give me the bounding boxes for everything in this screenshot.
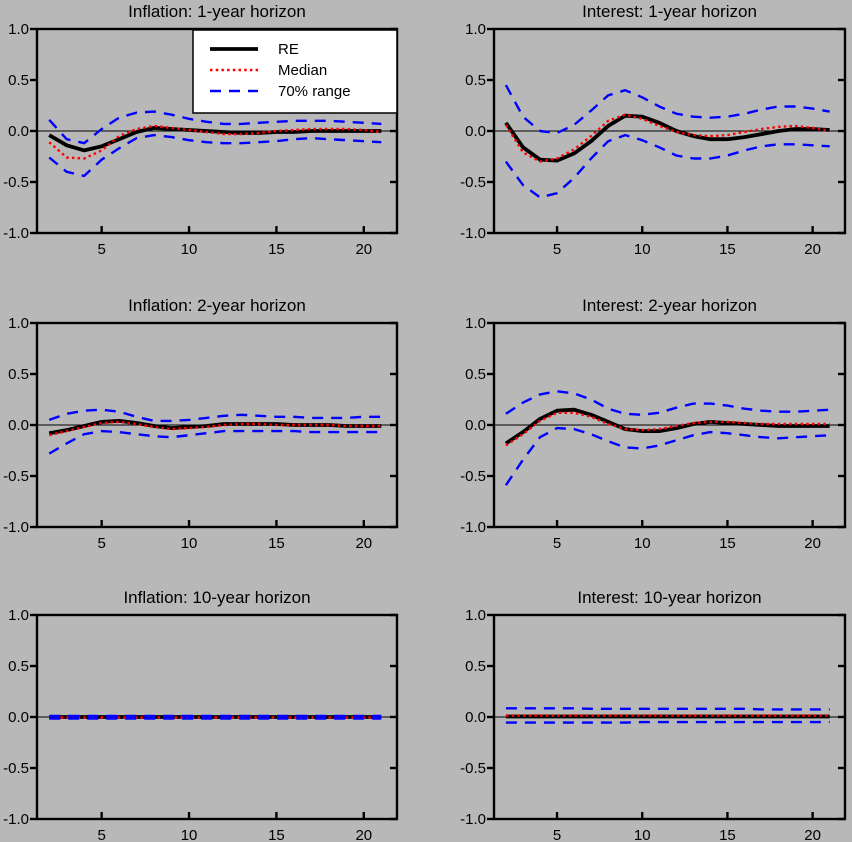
x-tick-label: 15: [719, 241, 736, 258]
series-line-inflation-2yr-2: [48, 408, 382, 423]
x-tick-label: 10: [634, 827, 651, 842]
y-tick-label: 1.0: [8, 315, 29, 332]
y-tick-label: 0.5: [465, 366, 486, 383]
y-tick-label: -0.5: [3, 174, 29, 191]
x-tick-label: 10: [634, 535, 651, 552]
series-line-interest-2yr-1: [505, 411, 830, 447]
subplot-title-inflation-1yr: Inflation: 1-year horizon: [128, 2, 306, 21]
series-line-inflation-1yr-1: [48, 124, 382, 160]
series-line-interest-1yr-3: [504, 133, 830, 199]
x-tick-label: 10: [634, 241, 651, 258]
y-tick-label: 0.0: [8, 123, 29, 140]
subplot-title-interest-2yr: Interest: 2-year horizon: [582, 296, 757, 315]
x-tick-label: 20: [804, 827, 821, 842]
y-tick-label: 0.0: [465, 123, 486, 140]
y-tick-label: -1.0: [460, 225, 486, 242]
x-tick-label: 20: [804, 241, 821, 258]
y-tick-label: 1.0: [465, 315, 486, 332]
x-tick-label: 10: [181, 535, 198, 552]
y-tick-label: 1.0: [465, 21, 486, 38]
x-tick-label: 15: [268, 535, 285, 552]
x-tick-label: 10: [181, 827, 198, 842]
x-tick-label: 15: [719, 827, 736, 842]
subplot-inflation-2yr: Inflation: 2-year horizon 5 10 15 20 1.0 0.5 0.…: [3, 296, 399, 552]
x-tick-label: 20: [355, 535, 372, 552]
series-line-interest-2yr-3: [504, 426, 830, 486]
series-line-interest-10yr-2: [505, 707, 830, 711]
series-line-interest-1yr-2: [504, 84, 830, 135]
subplot-interest-2yr: Interest: 2-year horizon 5 10 15 20 1.0 0.5 0.0…: [460, 296, 847, 552]
y-tick-label: 0.5: [465, 658, 486, 675]
series-line-interest-1yr-0: [504, 113, 830, 163]
subplot-title-inflation-2yr: Inflation: 2-year horizon: [128, 296, 306, 315]
x-tick-label: 5: [97, 241, 105, 258]
y-tick-label: -0.5: [3, 760, 29, 777]
x-tick-label: 5: [97, 827, 105, 842]
series-line-interest-10yr-3: [505, 720, 830, 724]
x-tick-label: 20: [355, 827, 372, 842]
x-tick-label: 20: [355, 241, 372, 258]
series-line-interest-2yr-0: [504, 407, 830, 445]
subplot-inflation-1yr: Inflation: 1-year horizon 5 10 15 20 1.0 0.5 0.…: [3, 2, 399, 258]
y-tick-label: -1.0: [3, 811, 29, 828]
x-tick-label: 5: [553, 535, 561, 552]
y-tick-label: -1.0: [3, 225, 29, 242]
legend-label: Median: [278, 62, 327, 79]
legend-box: [192, 29, 398, 114]
y-tick-label: 1.0: [465, 607, 486, 624]
x-tick-label: 15: [719, 535, 736, 552]
y-tick-label: 0.0: [465, 417, 486, 434]
y-tick-label: -1.0: [460, 811, 486, 828]
series-line-inflation-2yr-0: [48, 418, 382, 436]
x-tick-label: 15: [268, 241, 285, 258]
y-tick-label: -0.5: [460, 468, 486, 485]
x-tick-label: 10: [181, 241, 198, 258]
legend-label: RE: [278, 41, 299, 58]
legend: RE Median 70% range: [192, 29, 398, 114]
x-tick-label: 20: [804, 535, 821, 552]
y-tick-label: -1.0: [3, 519, 29, 536]
subplot-interest-10yr: Interest: 10-year horizon 5 10 15 20 1.0 0.5 0.…: [460, 588, 847, 842]
y-tick-label: 0.5: [8, 366, 29, 383]
subplot-interest-1yr: Interest: 1-year horizon 5 10 15 20 1.0 0.5 0.0…: [460, 2, 847, 258]
y-tick-label: 0.5: [465, 72, 486, 89]
series-line-inflation-1yr-3: [48, 133, 382, 178]
legend-label: 70% range: [278, 83, 351, 100]
x-tick-label: 5: [97, 535, 105, 552]
y-tick-label: 0.0: [8, 709, 29, 726]
y-tick-label: -0.5: [3, 468, 29, 485]
series-line-inflation-2yr-3: [48, 429, 382, 455]
subplot-inflation-10yr: Inflation: 10-year horizon 5 10 15 20 1.0 0.5 0…: [3, 588, 399, 842]
subplot-title-inflation-10yr: Inflation: 10-year horizon: [123, 588, 310, 607]
x-tick-label: 5: [553, 241, 561, 258]
y-tick-label: 1.0: [8, 607, 29, 624]
y-tick-label: 0.5: [8, 72, 29, 89]
y-tick-label: -0.5: [460, 174, 486, 191]
x-tick-label: 5: [553, 827, 561, 842]
y-tick-label: -0.5: [460, 760, 486, 777]
y-tick-label: 0.0: [8, 417, 29, 434]
y-tick-label: -1.0: [460, 519, 486, 536]
y-tick-label: 1.0: [8, 21, 29, 38]
series-line-interest-2yr-2: [505, 390, 830, 416]
series-line-inflation-1yr-2: [48, 110, 382, 145]
subplot-title-interest-1yr: Interest: 1-year horizon: [582, 2, 757, 21]
y-tick-label: 0.0: [465, 709, 486, 726]
series-line-interest-1yr-1: [504, 113, 830, 163]
y-tick-label: 0.5: [8, 658, 29, 675]
subplot-title-interest-10yr: Interest: 10-year horizon: [577, 588, 761, 607]
x-tick-label: 15: [268, 827, 285, 842]
series-line-inflation-1yr-0: [48, 126, 382, 153]
